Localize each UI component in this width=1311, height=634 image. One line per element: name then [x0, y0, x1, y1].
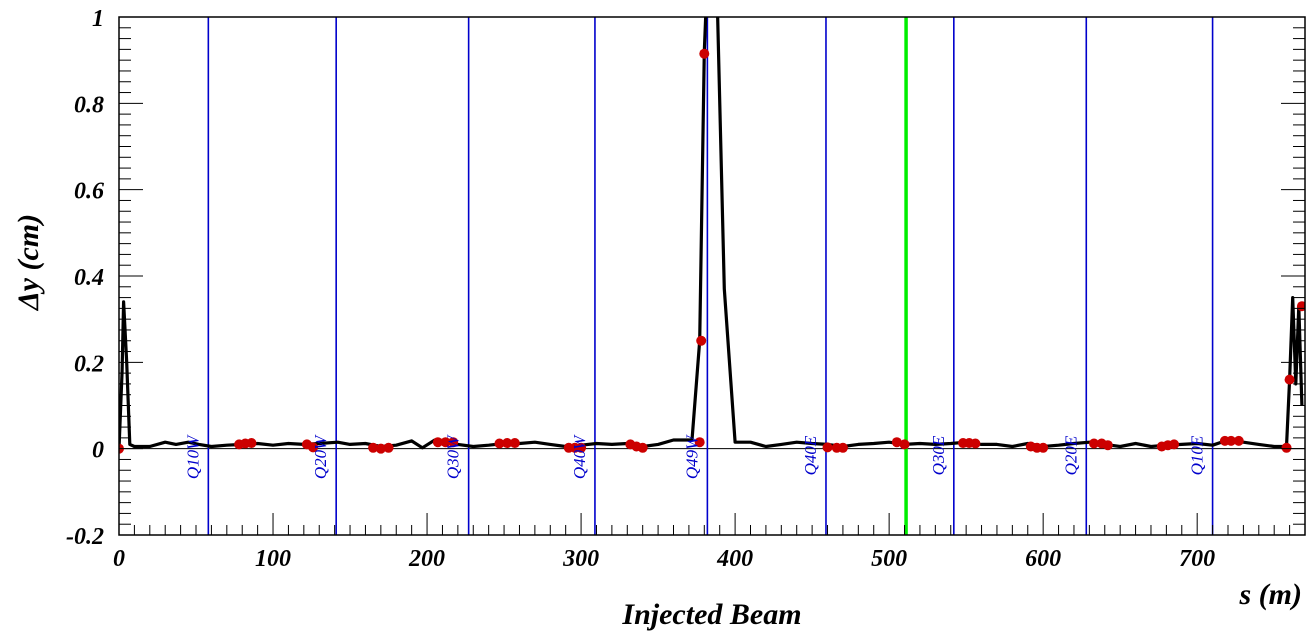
- data-point: [246, 438, 257, 449]
- y-tick-label: 0.6: [74, 179, 104, 205]
- quad-label: Q30E: [929, 435, 948, 475]
- data-point: [637, 442, 648, 453]
- data-point: [696, 335, 707, 346]
- data-point: [1169, 439, 1180, 450]
- y-tick-label: 0: [92, 438, 104, 464]
- quad-label: Q30W: [444, 434, 463, 479]
- series-line: [119, 17, 1304, 450]
- data-point: [509, 438, 520, 449]
- x-tick-label: 200: [408, 546, 445, 572]
- data-point: [1102, 440, 1113, 451]
- data-point: [822, 442, 833, 453]
- x-axis-label: s (m): [1239, 578, 1303, 611]
- x-tick-label: 500: [871, 546, 907, 572]
- quad-label: Q10W: [183, 434, 202, 479]
- data-point: [308, 442, 319, 453]
- y-tick-label: 1: [92, 6, 104, 32]
- data-point: [837, 442, 848, 453]
- data-point: [383, 442, 394, 453]
- data-point: [448, 437, 459, 448]
- quad-label: Q20W: [311, 434, 330, 479]
- y-tick-label: 0.2: [74, 351, 104, 377]
- quad-label: Q40E: [801, 435, 820, 475]
- data-point: [891, 437, 902, 448]
- data-point: [1233, 435, 1244, 446]
- x-tick-label: 0: [113, 546, 125, 572]
- plot-frame: [118, 16, 1306, 536]
- x-tick-label: 400: [716, 546, 753, 572]
- data-point: [502, 438, 513, 449]
- data-point: [1038, 442, 1049, 453]
- data-point: [1281, 442, 1292, 453]
- data-point: [1226, 435, 1237, 446]
- data-point: [440, 437, 451, 448]
- data-point: [432, 437, 443, 448]
- data-point: [899, 439, 910, 450]
- data-point: [694, 437, 705, 448]
- x-tick-label: 300: [562, 546, 599, 572]
- quad-label: Q49W: [682, 434, 701, 479]
- x-tick-label: 100: [255, 546, 291, 572]
- data-point: [494, 438, 505, 449]
- plot-content: [119, 17, 1305, 535]
- y-tick-label: 0.4: [74, 265, 104, 291]
- data-point: [576, 442, 587, 453]
- data-point: [1088, 438, 1099, 449]
- data-point: [1284, 374, 1295, 385]
- x-tick-label: 600: [1025, 546, 1061, 572]
- y-tick-label: -0.2: [66, 524, 104, 550]
- chart-title: Injected Beam: [621, 598, 801, 631]
- y-axis-label: Δy (cm): [12, 214, 45, 311]
- quad-label: Q40W: [570, 434, 589, 479]
- y-tick-label: 0.8: [74, 92, 104, 118]
- quad-label: Q20E: [1061, 435, 1080, 475]
- data-point: [699, 48, 710, 59]
- data-point: [375, 443, 386, 454]
- data-point: [970, 438, 981, 449]
- x-tick-label: 700: [1179, 546, 1215, 572]
- quad-label: Q10E: [1188, 435, 1207, 475]
- data-point: [368, 442, 379, 453]
